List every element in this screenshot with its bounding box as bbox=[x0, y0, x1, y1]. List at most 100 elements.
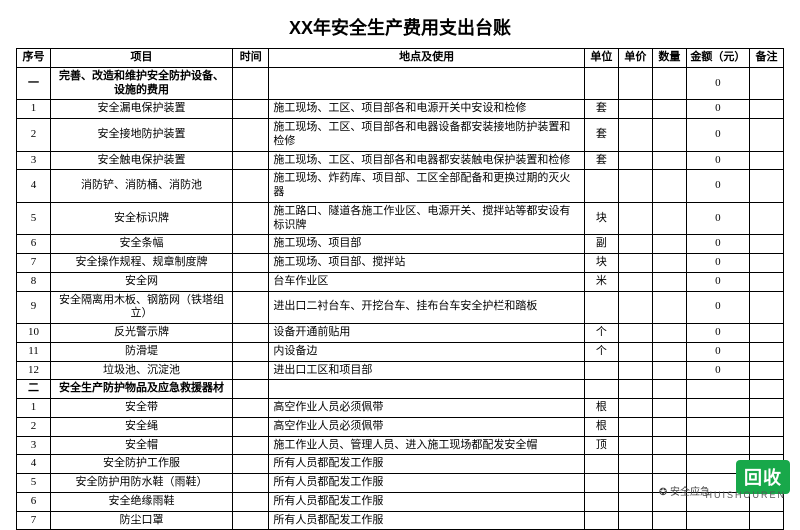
cell-qty bbox=[652, 455, 686, 474]
cell-loc: 施工现场、炸药库、项目部、工区全部配备和更换过期的灭火器 bbox=[269, 170, 585, 203]
section-seq: 二 bbox=[17, 380, 51, 399]
cell-amount: 0 bbox=[686, 235, 749, 254]
cell-amount bbox=[686, 511, 749, 530]
cell-note bbox=[749, 100, 783, 119]
cell-loc: 内设备边 bbox=[269, 342, 585, 361]
cell-price bbox=[618, 100, 652, 119]
cell-time bbox=[233, 202, 269, 235]
cell-price bbox=[618, 291, 652, 324]
cell-project: 安全网 bbox=[50, 272, 232, 291]
cell-time bbox=[233, 291, 269, 324]
cell-no: 5 bbox=[17, 474, 51, 493]
cell-qty bbox=[652, 324, 686, 343]
cell-qty bbox=[652, 100, 686, 119]
cell-note bbox=[749, 151, 783, 170]
cell-no: 4 bbox=[17, 170, 51, 203]
table-header-row: 序号 项目 时间 地点及使用 单位 单价 数量 金额（元） 备注 bbox=[17, 49, 784, 68]
cell-loc bbox=[269, 380, 585, 399]
cell-loc bbox=[269, 67, 585, 100]
cell-unit bbox=[584, 474, 618, 493]
cell-project: 安全条幅 bbox=[50, 235, 232, 254]
cell-qty bbox=[652, 151, 686, 170]
cell-qty bbox=[652, 67, 686, 100]
cell-amount: 0 bbox=[686, 291, 749, 324]
cell-qty bbox=[652, 202, 686, 235]
cell-unit: 套 bbox=[584, 100, 618, 119]
cell-price bbox=[618, 202, 652, 235]
cell-loc: 进出口二衬台车、开挖台车、挂布台车安全护栏和踏板 bbox=[269, 291, 585, 324]
cell-price bbox=[618, 492, 652, 511]
cell-price bbox=[618, 455, 652, 474]
cell-qty bbox=[652, 170, 686, 203]
cell-project: 消防铲、消防桶、消防池 bbox=[50, 170, 232, 203]
table-row: 12垃圾池、沉淀池进出口工区和项目部0 bbox=[17, 361, 784, 380]
cell-amount: 0 bbox=[686, 119, 749, 152]
cell-no: 3 bbox=[17, 151, 51, 170]
section-heading: 安全生产防护物品及应急救援器材 bbox=[50, 380, 232, 399]
cell-project: 安全帽 bbox=[50, 436, 232, 455]
cell-loc: 施工作业人员、管理人员、进入施工现场都配发安全帽 bbox=[269, 436, 585, 455]
cell-qty bbox=[652, 342, 686, 361]
table-row: 10反光警示牌设备开通前贴用个0 bbox=[17, 324, 784, 343]
cell-price bbox=[618, 436, 652, 455]
col-note: 备注 bbox=[749, 49, 783, 68]
cell-no: 1 bbox=[17, 399, 51, 418]
col-price: 单价 bbox=[618, 49, 652, 68]
cell-note bbox=[749, 361, 783, 380]
cell-unit bbox=[584, 361, 618, 380]
table-row: 2安全接地防护装置施工现场、工区、项目部各和电器设备都安装接地防护装置和检修套0 bbox=[17, 119, 784, 152]
cell-unit: 顶 bbox=[584, 436, 618, 455]
cell-note bbox=[749, 324, 783, 343]
cell-project: 安全接地防护装置 bbox=[50, 119, 232, 152]
cell-no: 12 bbox=[17, 361, 51, 380]
cell-amount: 0 bbox=[686, 254, 749, 273]
cell-unit: 米 bbox=[584, 272, 618, 291]
cell-unit bbox=[584, 380, 618, 399]
cell-price bbox=[618, 380, 652, 399]
cell-unit: 根 bbox=[584, 417, 618, 436]
section-heading: 完善、改造和维护安全防护设备、设施的费用 bbox=[50, 67, 232, 100]
cell-price bbox=[618, 235, 652, 254]
cell-loc: 施工现场、工区、项目部各和电器设备都安装接地防护装置和检修 bbox=[269, 119, 585, 152]
cell-unit bbox=[584, 170, 618, 203]
cell-note bbox=[749, 202, 783, 235]
cell-price bbox=[618, 67, 652, 100]
cell-unit bbox=[584, 291, 618, 324]
section-seq: 一 bbox=[17, 67, 51, 100]
cell-time bbox=[233, 272, 269, 291]
cell-note bbox=[749, 254, 783, 273]
page-title: XX年安全生产费用支出台账 bbox=[16, 14, 784, 40]
cell-unit: 根 bbox=[584, 399, 618, 418]
cell-time bbox=[233, 119, 269, 152]
section-heading-row: 一完善、改造和维护安全防护设备、设施的费用0 bbox=[17, 67, 784, 100]
cell-qty bbox=[652, 291, 686, 324]
cell-price bbox=[618, 417, 652, 436]
cell-amount: 0 bbox=[686, 272, 749, 291]
cell-unit: 个 bbox=[584, 342, 618, 361]
cell-time bbox=[233, 342, 269, 361]
cell-time bbox=[233, 324, 269, 343]
cell-note bbox=[749, 399, 783, 418]
cell-price bbox=[618, 254, 652, 273]
cell-project: 安全绳 bbox=[50, 417, 232, 436]
cell-amount: 0 bbox=[686, 202, 749, 235]
col-qty: 数量 bbox=[652, 49, 686, 68]
cell-no: 3 bbox=[17, 436, 51, 455]
cell-no: 6 bbox=[17, 492, 51, 511]
cell-amount bbox=[686, 399, 749, 418]
cell-loc: 所有人员都配发工作服 bbox=[269, 492, 585, 511]
cell-time bbox=[233, 492, 269, 511]
cell-project: 安全触电保护装置 bbox=[50, 151, 232, 170]
table-row: 7安全操作规程、规章制度牌施工现场、项目部、搅拌站块0 bbox=[17, 254, 784, 273]
cell-time bbox=[233, 417, 269, 436]
col-amt: 金额（元） bbox=[686, 49, 749, 68]
cell-loc: 施工现场、工区、项目部各和电器都安装触电保护装置和检修 bbox=[269, 151, 585, 170]
cell-note bbox=[749, 511, 783, 530]
cell-qty bbox=[652, 119, 686, 152]
cell-qty bbox=[652, 399, 686, 418]
cell-qty bbox=[652, 417, 686, 436]
cell-loc: 高空作业人员必须佩带 bbox=[269, 399, 585, 418]
cell-qty bbox=[652, 254, 686, 273]
cell-time bbox=[233, 100, 269, 119]
col-proj: 项目 bbox=[50, 49, 232, 68]
